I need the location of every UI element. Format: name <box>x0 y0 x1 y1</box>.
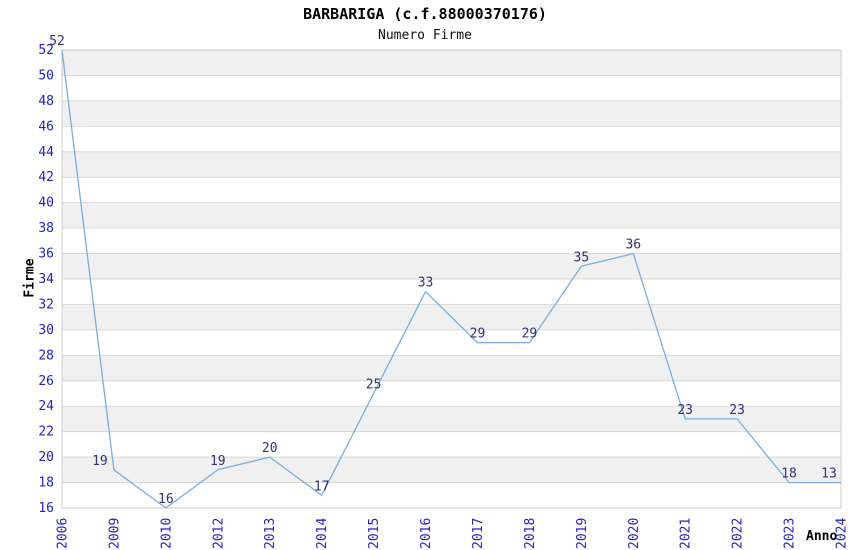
y-tick-label: 48 <box>38 94 54 109</box>
y-tick-label: 42 <box>38 170 54 185</box>
x-tick-label: 2018 <box>523 518 538 549</box>
y-tick-label: 16 <box>38 501 54 516</box>
x-tick-label: 2014 <box>315 518 330 549</box>
y-tick-label: 44 <box>38 145 54 160</box>
x-tick-label: 2015 <box>367 518 382 549</box>
chart-title: BARBARIGA (c.f.88000370176) <box>303 5 547 23</box>
y-tick-label: 38 <box>38 221 54 236</box>
point-value-label: 18 <box>781 467 797 482</box>
point-value-label: 23 <box>729 403 745 418</box>
x-tick-label: 2006 <box>56 518 71 549</box>
x-tick-label: 2022 <box>731 518 746 549</box>
x-axis-title: Anno <box>806 529 838 544</box>
point-value-label: 25 <box>366 378 382 393</box>
point-value-label: 19 <box>210 454 226 469</box>
x-tick-label: 2010 <box>159 518 174 549</box>
point-value-label: 13 <box>821 467 837 482</box>
y-tick-label: 24 <box>38 399 54 414</box>
chart-subtitle: Numero Firme <box>378 28 472 43</box>
y-tick-label: 22 <box>38 425 54 440</box>
point-value-label: 29 <box>470 327 486 342</box>
y-tick-label: 18 <box>38 476 54 491</box>
data-line <box>61 49 841 509</box>
point-value-label: 16 <box>158 492 174 507</box>
point-value-label: 20 <box>262 441 278 456</box>
x-tick-label: 2009 <box>107 518 122 549</box>
plot-band <box>62 253 841 279</box>
y-tick-label: 46 <box>38 119 54 134</box>
point-value-label: 35 <box>574 250 590 265</box>
point-value-label: 36 <box>625 238 641 253</box>
x-tick-label: 2016 <box>419 518 434 549</box>
y-tick-label: 40 <box>38 196 54 211</box>
plot-band <box>62 50 841 76</box>
point-value-label: 33 <box>418 276 434 291</box>
y-tick-label: 50 <box>38 68 54 83</box>
plot-band <box>62 100 841 127</box>
plot-band <box>62 202 841 229</box>
x-tick-label: 2017 <box>471 518 486 549</box>
y-tick-label: 52 <box>38 43 54 58</box>
point-value-label: 17 <box>314 479 330 494</box>
plot-border <box>61 49 842 509</box>
point-value-label: 52 <box>49 34 65 49</box>
x-tick-label: 2013 <box>263 518 278 549</box>
plot-band <box>62 355 841 381</box>
x-tick-label: 2021 <box>679 518 694 549</box>
y-tick-label: 26 <box>38 374 54 389</box>
y-tick-label: 30 <box>38 323 54 338</box>
plot-band <box>62 151 841 178</box>
point-value-label: 19 <box>92 454 108 469</box>
x-tick-label: 2024 <box>835 518 850 549</box>
y-tick-label: 34 <box>38 272 54 287</box>
point-value-label: 23 <box>677 403 693 418</box>
x-tick-label: 2023 <box>783 518 798 549</box>
point-value-label: 29 <box>522 327 538 342</box>
y-tick-label: 36 <box>38 247 54 262</box>
x-tick-label: 2012 <box>211 518 226 549</box>
plot-band <box>62 457 841 483</box>
y-tick-label: 28 <box>38 348 54 363</box>
x-tick-label: 2020 <box>627 518 642 549</box>
x-tick-label: 2019 <box>575 518 590 549</box>
y-tick-label: 32 <box>38 297 54 312</box>
y-tick-label: 20 <box>38 450 54 465</box>
